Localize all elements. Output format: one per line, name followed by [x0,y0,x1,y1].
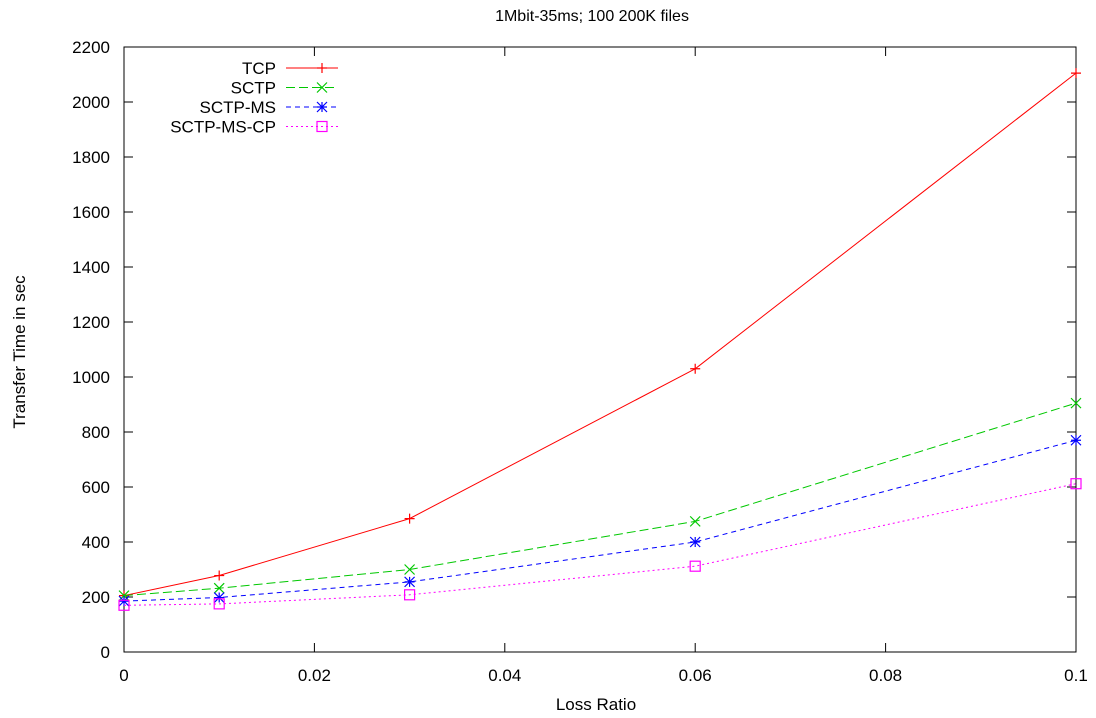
data-point-marker [1071,68,1081,79]
y-tick-label: 1800 [72,148,110,167]
data-point-marker [404,576,416,588]
data-point-marker [1070,478,1082,490]
y-axis-title: Transfer Time in sec [10,275,29,429]
plot-frame [123,46,1077,653]
y-tick-label: 600 [82,478,110,497]
data-point-marker [118,590,130,602]
series-sctp [118,397,1082,602]
data-point-marker [690,363,701,374]
y-tick-label: 0 [101,643,110,662]
x-tick-label: 0 [119,666,128,685]
x-tick-label: 0.08 [869,666,902,685]
data-point-marker [316,120,328,133]
series-layer [118,68,1082,611]
x-tick-label: 0.02 [298,666,331,685]
data-point-marker [1070,434,1082,446]
data-point-marker [404,589,416,601]
series-line [123,402,1077,597]
x-tick-label: 0.1 [1064,666,1088,685]
series-line [123,483,1077,606]
y-tick-label: 1000 [72,368,110,387]
data-point-marker [404,564,416,575]
data-point-marker [213,592,225,603]
data-point-marker [316,82,328,93]
data-point-marker [118,595,130,607]
chart-title: 1Mbit-35ms; 100 200K files [495,8,689,25]
data-point-marker [213,582,225,594]
y-tick-label: 1600 [72,203,110,222]
legend-entry: TCP [242,59,338,78]
y-tick-label: 800 [82,423,110,442]
x-axis-title: Loss Ratio [556,695,636,714]
data-point-marker [118,599,130,611]
legend-label: SCTP-MS-CP [170,118,276,137]
x-tick-label: 0.04 [488,666,521,685]
series-sctp-ms [118,434,1082,607]
data-point-marker [316,101,328,113]
tick-labels: 0 200 400 600 800 1000 1200 1400 1600 1800 2000 220… [72,38,1088,685]
y-tick-label: 400 [82,533,110,552]
y-tick-label: 1400 [72,258,110,277]
data-point-marker [214,570,225,581]
data-point-marker [213,598,225,610]
x-tick-label: 0.06 [679,666,712,685]
data-point-marker [1070,397,1082,409]
series-sctp-ms-cp [118,478,1082,611]
data-point-marker [404,513,415,524]
series-tcp [119,68,1081,601]
legend-entry: SCTP-MS [200,98,338,117]
series-line [123,439,1077,602]
y-tick-label: 200 [82,588,110,607]
y-tick-label: 2000 [72,93,110,112]
data-point-marker [689,536,701,548]
legend-label: SCTP-MS [200,98,277,117]
y-tick-label: 2200 [72,38,110,57]
series-line [123,72,1077,597]
data-point-marker [689,560,701,572]
legend-entry: SCTP-MS-CP [170,118,338,137]
legend-entry: SCTP [231,79,338,98]
legend-label: SCTP [231,79,276,98]
data-point-marker [689,515,701,527]
legend-label: TCP [242,59,276,78]
y-tick-label: 1200 [72,313,110,332]
axis-ticks [123,46,1077,653]
data-point-marker [317,63,327,73]
